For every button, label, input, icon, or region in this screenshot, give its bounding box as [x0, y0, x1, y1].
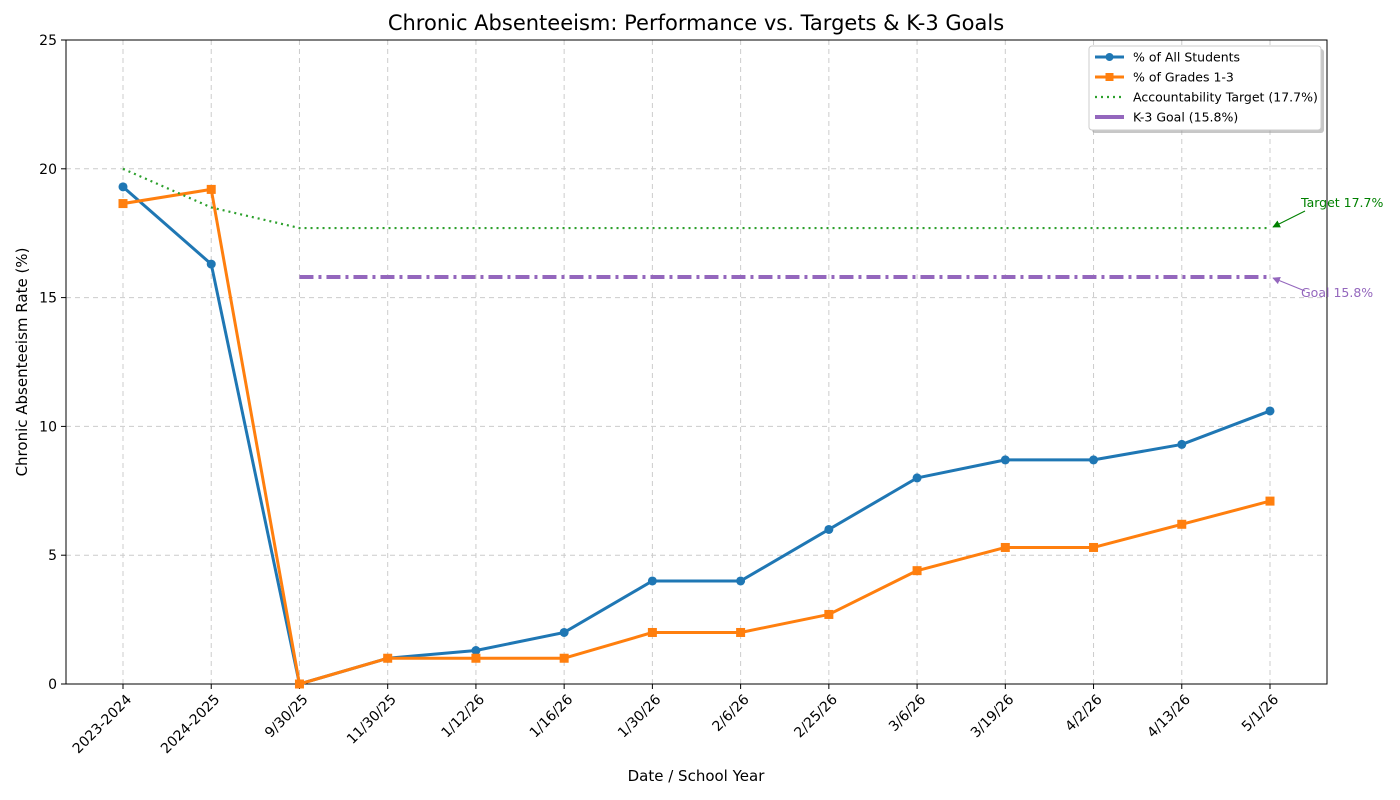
legend-entry: Accountability Target (17.7%)	[1095, 90, 1318, 105]
legend-entry: % of All Students	[1095, 50, 1240, 65]
x-axis-label: Date / School Year	[628, 767, 766, 785]
data-point-grades_1_3	[206, 184, 216, 194]
legend-box	[1088, 45, 1322, 131]
plot-frame	[65, 39, 1328, 685]
legend-label: K-3 Goal (15.8%)	[1133, 110, 1238, 125]
series-line-accountability_target	[122, 167, 1270, 230]
legend-marker	[1105, 73, 1114, 81]
series-accountability_target	[122, 167, 1270, 230]
annotation-label: Goal 15.8%	[1301, 285, 1373, 300]
data-point-all_students	[912, 473, 922, 483]
data-point-all_students	[206, 259, 216, 269]
data-point-all_students	[736, 576, 746, 586]
data-point-all_students	[1265, 406, 1275, 416]
data-point-all_students	[559, 627, 569, 637]
y-tick-label: 15	[39, 291, 57, 307]
x-tick-label: 1/30/26	[615, 692, 665, 742]
y-tick-label: 10	[39, 419, 57, 435]
data-point-all_students	[118, 182, 128, 192]
data-point-grades_1_3	[1000, 542, 1010, 552]
data-point-all_students	[471, 646, 481, 656]
x-tick-label: 1/16/26	[527, 692, 577, 742]
x-tick-label: 3/19/26	[968, 692, 1018, 742]
data-point-grades_1_3	[824, 609, 834, 619]
y-tick-label: 25	[39, 33, 57, 49]
x-tick-label: 2024-2025	[158, 692, 223, 757]
legend-entry: K-3 Goal (15.8%)	[1095, 110, 1238, 125]
y-tick-label: 5	[48, 548, 57, 564]
data-point-grades_1_3	[1177, 519, 1187, 529]
annotation-arrow	[1272, 277, 1306, 292]
legend: % of All Students % of Grades 1-3 Accounta…	[1088, 45, 1324, 133]
data-point-grades_1_3	[383, 653, 393, 663]
data-point-all_students	[1000, 455, 1010, 465]
data-point-grades_1_3	[912, 566, 922, 576]
series-group	[118, 167, 1275, 689]
annotation-label: Target 17.7%	[1300, 195, 1383, 210]
y-tick-label: 0	[48, 677, 57, 693]
series-line-all_students	[122, 185, 1271, 686]
data-point-grades_1_3	[118, 199, 128, 209]
data-point-grades_1_3	[647, 627, 657, 637]
legend-label: % of All Students	[1133, 50, 1240, 65]
data-point-all_students	[1177, 439, 1187, 449]
series-all_students	[118, 182, 1275, 689]
legend-label: % of Grades 1-3	[1133, 70, 1234, 85]
annotation-arrow	[1272, 210, 1306, 228]
data-point-grades_1_3	[1089, 542, 1099, 552]
x-tick-label: 2023-2024	[70, 692, 135, 757]
annotation: Target 17.7%	[1272, 195, 1383, 228]
data-point-all_students	[1089, 455, 1099, 465]
grid	[66, 39, 1327, 685]
annotation: Goal 15.8%	[1272, 277, 1373, 300]
axes: 0 5 10 15 20 25 2023-2024 2024-2025 9/30/25 11/30…	[39, 33, 1328, 757]
x-tick-label: 9/30/25	[262, 692, 311, 741]
x-tick-label: 4/13/26	[1144, 692, 1194, 742]
y-axis-label: Chronic Absenteeism Rate (%)	[13, 248, 31, 477]
y-tick-label: 20	[39, 162, 57, 178]
legend-marker	[1105, 53, 1114, 61]
data-point-grades_1_3	[559, 653, 569, 663]
x-tick-label: 2/6/26	[710, 692, 753, 735]
annotations: Target 17.7% Goal 15.8%	[1272, 195, 1383, 300]
x-tick-label: 4/2/26	[1062, 692, 1105, 735]
data-point-grades_1_3	[294, 679, 304, 689]
data-point-all_students	[824, 524, 834, 534]
x-tick-label: 3/6/26	[886, 692, 929, 735]
data-point-all_students	[647, 576, 657, 586]
x-tick-label: 11/30/25	[344, 692, 400, 748]
data-point-grades_1_3	[1265, 496, 1275, 506]
x-tick-label: 2/25/26	[791, 692, 841, 742]
chart-title: Chronic Absenteeism: Performance vs. Tar…	[388, 11, 1004, 35]
data-point-grades_1_3	[471, 653, 481, 663]
legend-entry: % of Grades 1-3	[1095, 70, 1234, 85]
series-line-grades_1_3	[122, 187, 1271, 686]
series-grades_1_3	[118, 184, 1275, 689]
x-tick-label: 1/12/26	[439, 692, 489, 742]
x-tick-label: 5/1/26	[1239, 692, 1282, 735]
data-point-grades_1_3	[736, 627, 746, 637]
legend-label: Accountability Target (17.7%)	[1133, 90, 1318, 105]
